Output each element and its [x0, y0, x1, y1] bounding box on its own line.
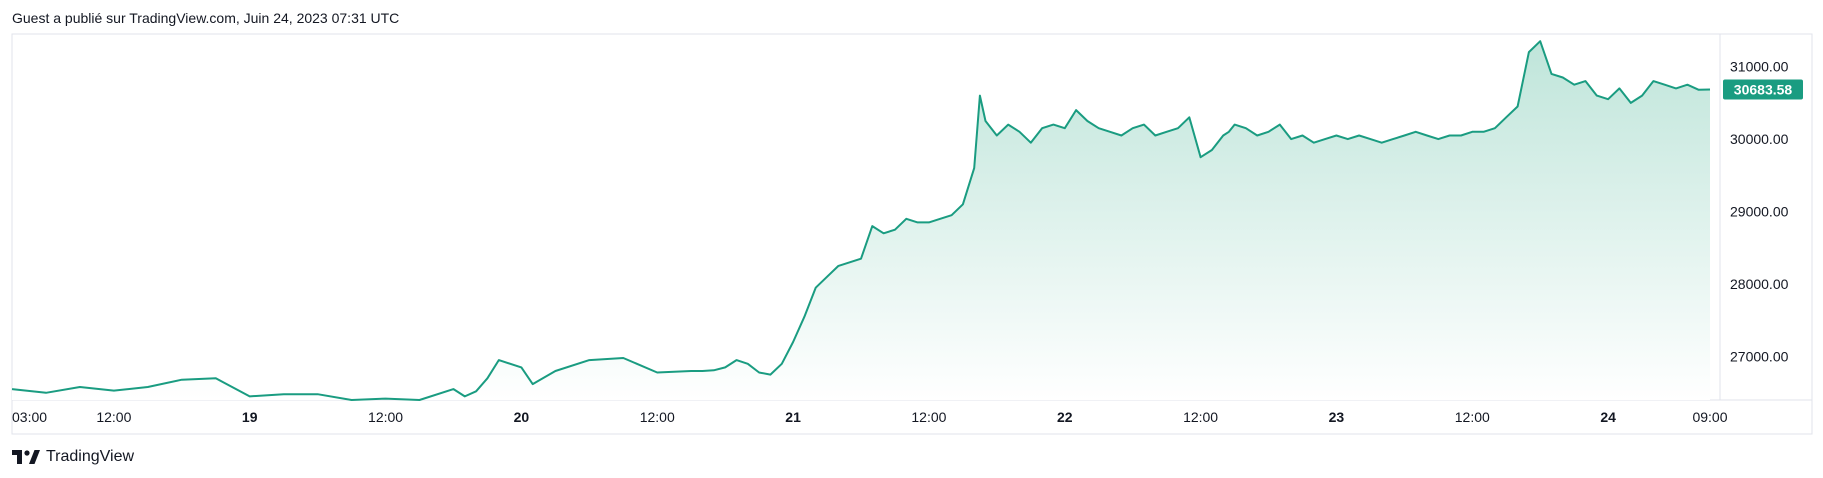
x-tick-label: 12:00 — [640, 409, 675, 425]
x-tick-label: 12:00 — [1183, 409, 1218, 425]
x-tick-label: 09:00 — [1692, 409, 1727, 425]
y-tick-label: 31000.00 — [1730, 59, 1789, 75]
y-tick-label: 30000.00 — [1730, 131, 1789, 147]
price-area-fill — [12, 41, 1710, 400]
y-tick-label: 28000.00 — [1730, 276, 1789, 292]
last-price-label: 30683.58 — [1734, 82, 1793, 98]
last-price-badge-bg — [1723, 79, 1803, 100]
x-tick-label: 24 — [1600, 409, 1616, 425]
tradingview-logo-text: TradingView — [46, 448, 135, 465]
plot-border — [11, 33, 1813, 435]
x-tick-label: 12:00 — [911, 409, 946, 425]
time-axis: 03:00 12:00 19 12:00 20 12:00 21 12:00 22 12:00 23… — [12, 409, 1728, 425]
publisher-caption: Guest a publié sur TradingView.com, Juin… — [12, 10, 400, 26]
y-tick-label: 27000.00 — [1730, 349, 1789, 365]
x-tick-label: 12:00 — [368, 409, 403, 425]
x-tick-label: 22 — [1057, 409, 1073, 425]
footer-brand[interactable]: TradingView — [12, 448, 134, 466]
y-tick-label: 29000.00 — [1730, 204, 1789, 220]
tradingview-logo-icon — [12, 450, 40, 464]
x-tick-label: 21 — [785, 409, 801, 425]
x-tick-label: 23 — [1329, 409, 1345, 425]
x-tick-label: 12:00 — [96, 409, 131, 425]
x-tick-label: 12:00 — [1455, 409, 1490, 425]
last-price-badge: 30683.58 — [1723, 79, 1803, 100]
price-axis: 27000.00 28000.00 29000.00 30000.00 31000.00 — [1730, 59, 1789, 365]
x-tick-label: 20 — [514, 409, 530, 425]
x-tick-label: 03:00 — [12, 409, 47, 425]
x-tick-label: 19 — [242, 409, 258, 425]
price-line — [11, 40, 1711, 401]
